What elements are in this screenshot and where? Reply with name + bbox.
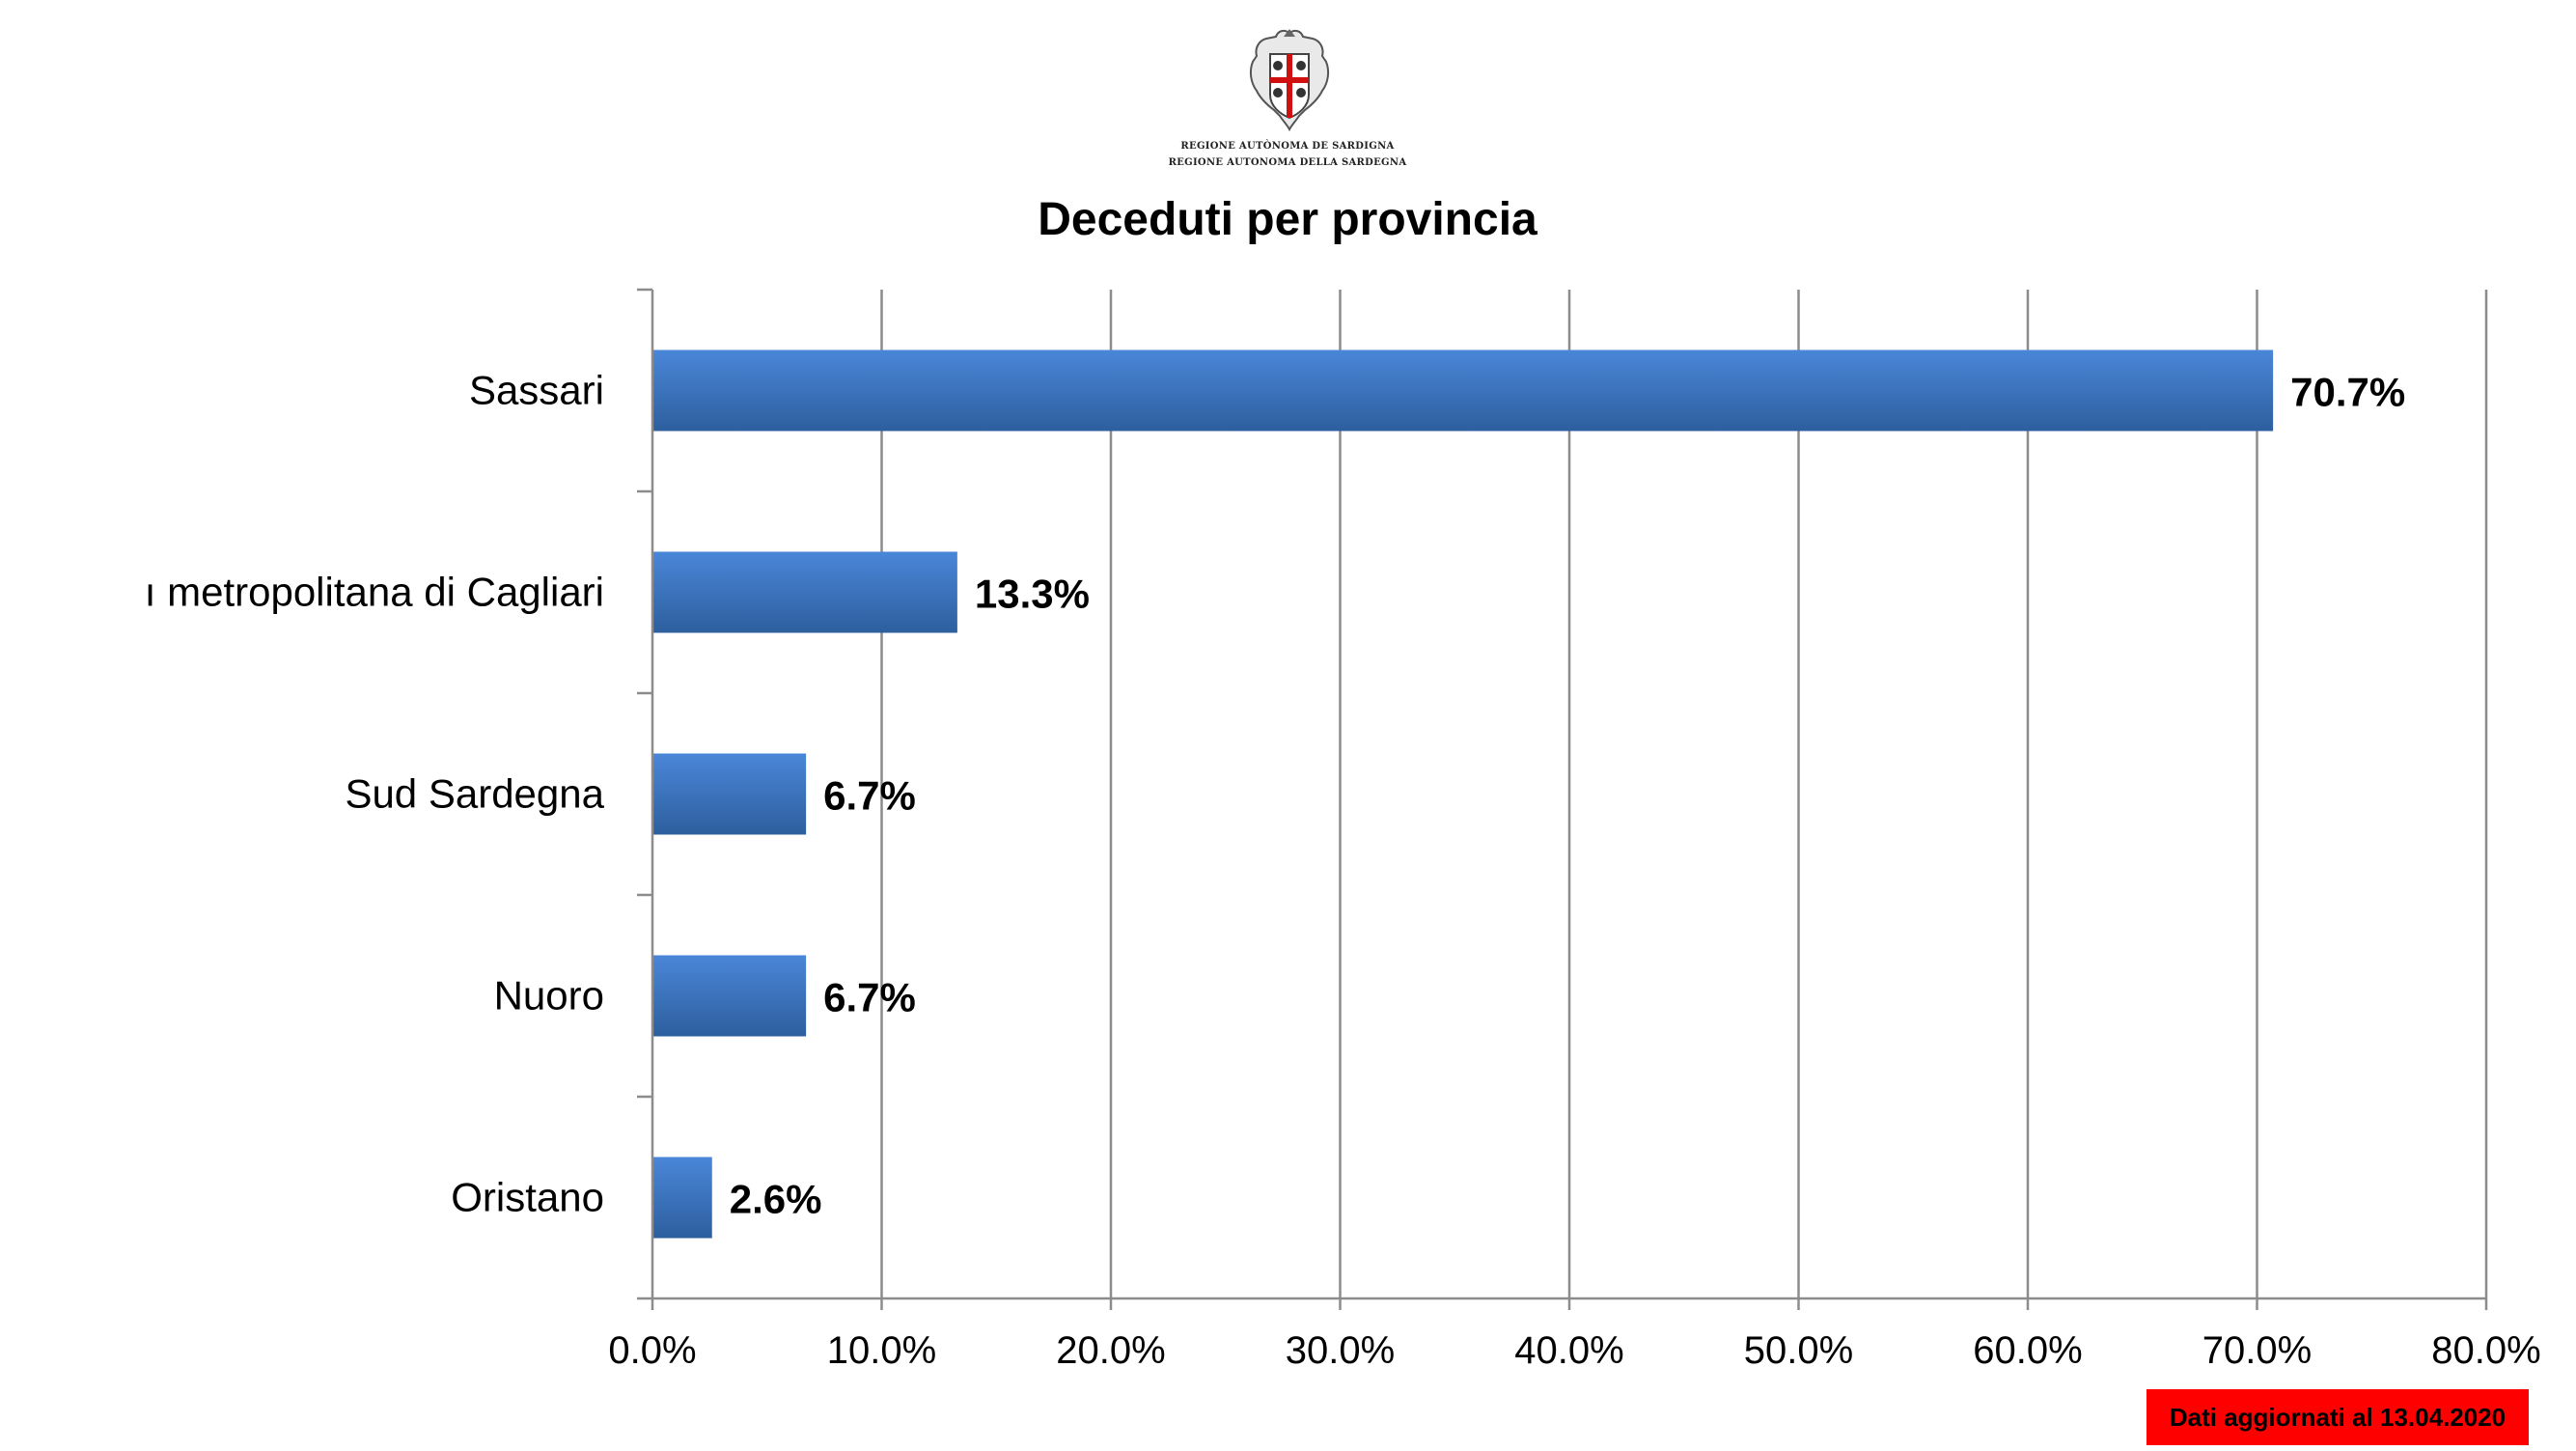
bars — [652, 349, 2274, 1239]
data-label: 13.3% — [975, 572, 1090, 617]
data-label: 6.7% — [823, 773, 916, 819]
data-label: 2.6% — [730, 1177, 822, 1222]
bar — [652, 753, 807, 835]
x-tick-label: 20.0% — [1056, 1329, 1165, 1372]
bar — [652, 1157, 712, 1239]
x-tick-label: 70.0% — [2202, 1329, 2312, 1372]
category-label: Sud Sardegna — [345, 771, 604, 817]
data-update-badge: Dati aggiornati al 13.04.2020 — [2147, 1389, 2529, 1445]
x-tick-label: 40.0% — [1514, 1329, 1623, 1372]
x-tick-label: 30.0% — [1286, 1329, 1395, 1372]
x-tick-label: 50.0% — [1744, 1329, 1853, 1372]
bar — [652, 349, 2274, 432]
x-tick-label: 60.0% — [1973, 1329, 2082, 1372]
bar — [652, 551, 957, 633]
x-tick-labels: 0.0% 10.0% 20.0% 30.0% 40.0% 50.0% 60.0% 70.0% 8… — [608, 1329, 2540, 1372]
category-label: Sassari — [469, 368, 604, 413]
category-labels: Sassari ı metropolitana di Cagliari Sud Sa… — [145, 368, 605, 1220]
data-label: 6.7% — [823, 975, 916, 1020]
axes — [637, 288, 2488, 1310]
logo-caption-sardinian: REGIONE AUTÒNOMA DE SARDIGNA — [1180, 141, 1395, 152]
gridlines — [880, 290, 2488, 1298]
data-labels: 70.7% 13.3% 6.7% 6.7% 2.6% — [730, 370, 2405, 1222]
logo-caption-italian: REGIONE AUTONOMA DELLA SARDEGNA — [1168, 157, 1407, 168]
category-label: ı metropolitana di Cagliari — [145, 570, 604, 615]
x-tick-label: 0.0% — [608, 1329, 696, 1372]
x-tick-label: 80.0% — [2431, 1329, 2540, 1372]
chart-title: Deceduti per provincia — [1038, 194, 1537, 245]
category-label: Nuoro — [494, 973, 604, 1018]
region-coat-of-arms-logo — [1241, 27, 1338, 135]
x-tick-label: 10.0% — [827, 1329, 936, 1372]
coat-of-arms-icon — [1249, 29, 1330, 132]
data-label: 70.7% — [2290, 370, 2405, 415]
category-label: Oristano — [451, 1175, 604, 1220]
bar — [652, 955, 807, 1037]
